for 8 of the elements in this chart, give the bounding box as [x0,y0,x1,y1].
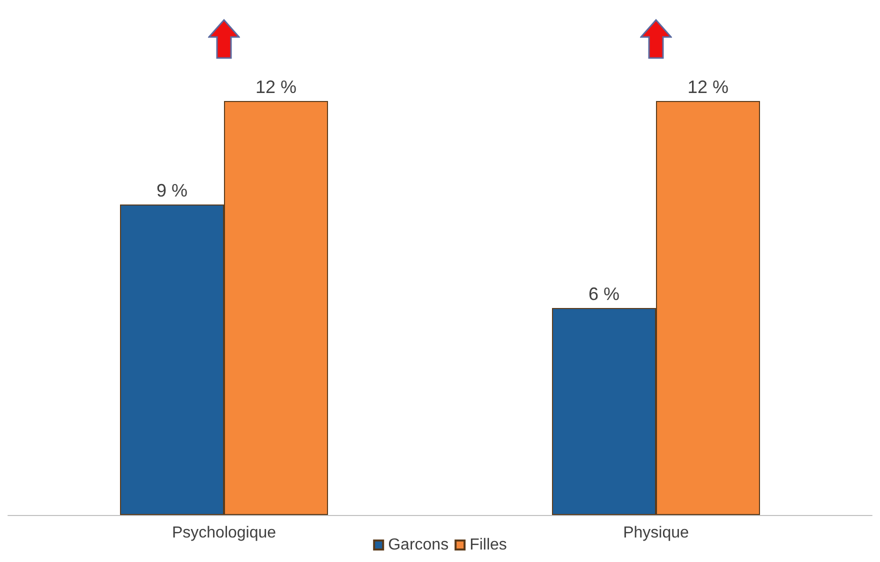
legend-label: Garcons [388,536,449,554]
legend-label: Filles [470,536,507,554]
x-tick-label: Physique [623,524,690,542]
x-tick-label: Psychologique [172,524,276,542]
data-label: 9 % [156,180,188,200]
data-label: 12 % [255,77,297,97]
data-label: 6 % [588,284,620,304]
data-label: 12 % [687,77,729,97]
